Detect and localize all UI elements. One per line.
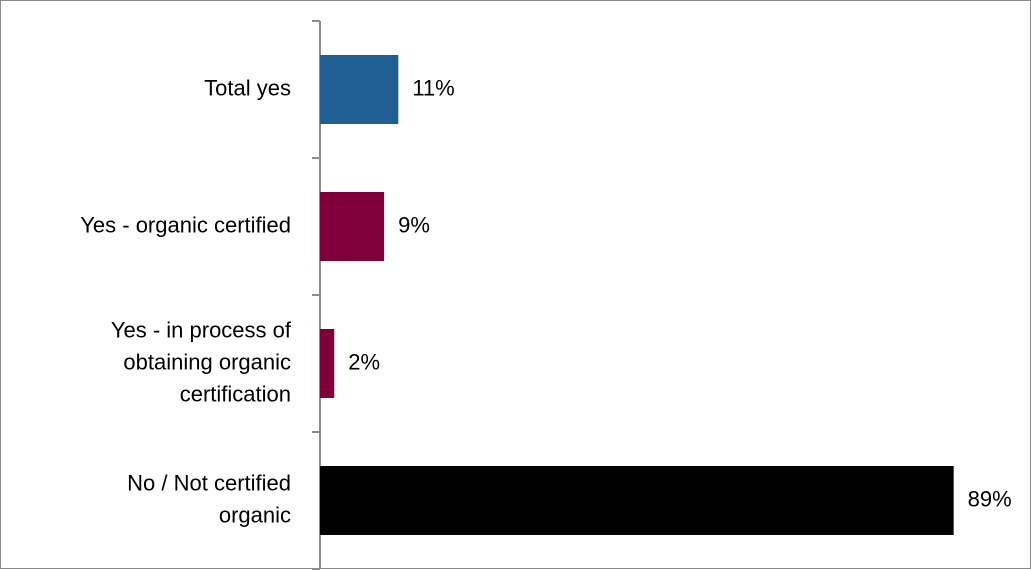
bar <box>320 192 385 261</box>
category-label: organic <box>219 502 291 527</box>
category-label: Yes - in process of <box>111 317 292 342</box>
category-label: obtaining organic <box>123 349 291 374</box>
data-label: 2% <box>348 349 380 374</box>
category-label: certification <box>180 381 291 406</box>
bar <box>320 55 399 124</box>
category-label: No / Not certified <box>127 470 291 495</box>
category-label: Total yes <box>204 75 291 100</box>
bar <box>320 329 335 398</box>
data-label: 11% <box>412 75 454 100</box>
category-label: Yes - organic certified <box>80 212 291 237</box>
data-label: 89% <box>968 486 1012 511</box>
data-label: 9% <box>398 212 430 237</box>
bar <box>320 466 954 535</box>
